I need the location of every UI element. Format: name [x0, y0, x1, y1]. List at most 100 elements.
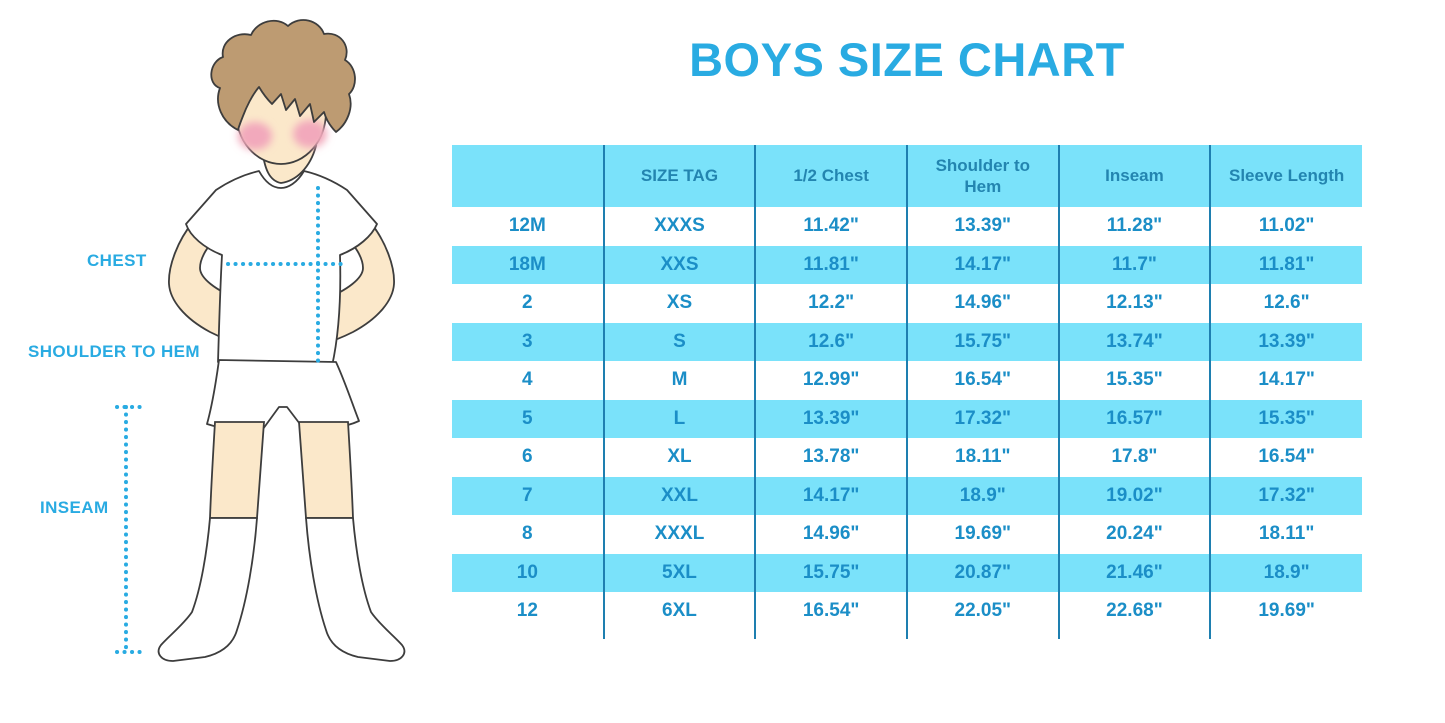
- measurement-cell: 17.32": [906, 399, 1060, 438]
- measurement-cell: 15.35": [1058, 361, 1212, 400]
- measurement-cell: 13.39": [906, 207, 1060, 246]
- table-row: 7 XXL 14.17" 18.9" 19.02" 17.32": [452, 476, 1362, 515]
- divider-overhang-cell: [603, 630, 757, 639]
- size-cell: 3: [452, 322, 605, 361]
- boy-blush-left: [238, 122, 272, 150]
- measurement-cell: 11.81": [755, 245, 908, 284]
- column-header-empty: [452, 145, 605, 207]
- measurement-cell: 16.54": [906, 361, 1060, 400]
- table-row: 5 L 13.39" 17.32" 16.57" 15.35": [452, 399, 1362, 438]
- measurement-cell: XXS: [603, 245, 757, 284]
- column-header: Inseam: [1058, 145, 1212, 207]
- shoulder-to-hem-label: SHOULDER TO HEM: [28, 342, 200, 361]
- size-cell: 18M: [452, 245, 605, 284]
- measurement-cell: XS: [603, 284, 757, 323]
- divider-overhang-cell: [755, 630, 908, 639]
- measurement-cell: 22.05": [906, 592, 1060, 631]
- table-row: 6 XL 13.78" 18.11" 17.8" 16.54": [452, 438, 1362, 477]
- measurement-cell: 14.17": [755, 476, 908, 515]
- measurement-cell: 13.74": [1058, 322, 1212, 361]
- measurement-cell: 12.2": [755, 284, 908, 323]
- column-header: Sleeve Length: [1210, 145, 1362, 207]
- divider-overhang-cell: [1058, 630, 1212, 639]
- divider-overhang-cell: [452, 630, 605, 639]
- measurement-cell: 14.96": [906, 284, 1060, 323]
- chest-label: CHEST: [87, 251, 147, 270]
- page-title: BOYS SIZE CHART: [689, 33, 1125, 86]
- measurement-cell: XL: [603, 438, 757, 477]
- size-table: SIZE TAG 1/2 Chest Shoulder to Hem Inseam Sl…: [452, 145, 1362, 639]
- measurement-cell: 18.9": [1210, 553, 1362, 592]
- size-table-divider-overhang: [452, 630, 1362, 639]
- measurement-cell: 18.11": [1258, 523, 1315, 545]
- measurement-cell: 6XL: [603, 592, 757, 631]
- measurement-cell: 14.17": [1258, 369, 1315, 391]
- measurement-cell: 16.57": [1058, 399, 1212, 438]
- boy-right-sock: [305, 517, 406, 662]
- divider-overhang-row: [452, 630, 1362, 639]
- measurement-cell: 11.81": [1210, 245, 1362, 284]
- measurement-cell: 12.99": [755, 361, 908, 400]
- measurement-cell: 13.39": [1210, 322, 1362, 361]
- divider-overhang-cell: [1210, 631, 1362, 639]
- size-cell: 8: [452, 515, 605, 554]
- boy-hair: [210, 19, 356, 133]
- measurement-cell: 12.6": [755, 322, 908, 361]
- boy-blush-right: [293, 120, 327, 148]
- table-row: 8 XXXL 14.96" 19.69" 20.24" 18.11": [452, 515, 1362, 554]
- measurement-cell: 21.46": [1058, 553, 1212, 592]
- measurement-cell: 15.75": [906, 322, 1060, 361]
- measurement-cell: 17.8": [1058, 438, 1212, 477]
- measurement-cell: 20.24": [1058, 515, 1212, 554]
- measurement-cell: 22.68": [1058, 592, 1212, 631]
- measurement-cell: 12.6": [1263, 292, 1310, 314]
- table-row: 4 M 12.99" 16.54" 15.35" 14.17": [452, 361, 1362, 400]
- boy-left-sock: [157, 517, 258, 662]
- size-table-head: SIZE TAG 1/2 Chest Shoulder to Hem Inseam Sl…: [452, 145, 1362, 207]
- boy-left-leg: [209, 421, 265, 519]
- measurement-cell: 11.42": [755, 207, 908, 246]
- inseam-label: INSEAM: [40, 498, 109, 517]
- measurement-cell: 15.35": [1210, 399, 1362, 438]
- measurement-cell: L: [603, 399, 757, 438]
- size-cell: 5: [452, 399, 605, 438]
- boy-measurement-illustration: [115, 19, 406, 662]
- boy-right-arm: [322, 220, 395, 346]
- measurement-cell: 14.17": [906, 245, 1060, 284]
- table-row: 18M XXS 11.81" 14.17" 11.7" 11.81": [452, 245, 1362, 284]
- size-cell: 12: [452, 592, 605, 631]
- boy-shorts: [206, 359, 360, 431]
- size-cell: 2: [452, 284, 605, 323]
- measurement-cell: 12.13": [1058, 284, 1212, 323]
- measurement-cell: 13.78": [755, 438, 908, 477]
- measurement-cell: M: [603, 361, 757, 400]
- measurement-cell: 18.11": [906, 438, 1060, 477]
- measurement-cell: XXL: [603, 476, 757, 515]
- measurement-cell: 19.69": [1258, 600, 1315, 622]
- measurement-cell: 20.87": [906, 553, 1060, 592]
- column-header: Shoulder to Hem: [906, 145, 1060, 207]
- measurement-cell: 16.54": [755, 592, 908, 631]
- measurement-cell: S: [603, 322, 757, 361]
- measurement-cell: 11.02": [1258, 215, 1315, 237]
- measurement-cell: 11.28": [1058, 207, 1212, 246]
- size-cell: 6: [452, 438, 605, 477]
- measurement-cell: 17.32": [1210, 476, 1362, 515]
- size-cell: 4: [452, 361, 605, 400]
- column-header: SIZE TAG: [603, 145, 757, 207]
- measurement-cell: 5XL: [603, 553, 757, 592]
- measurement-cell: 13.39": [755, 399, 908, 438]
- column-header: 1/2 Chest: [755, 145, 908, 207]
- measurement-cell: 14.96": [755, 515, 908, 554]
- table-row: 12 6XL 16.54" 22.05" 22.68" 19.69": [452, 592, 1362, 631]
- size-cell: 7: [452, 476, 605, 515]
- measurement-cell: 18.9": [906, 476, 1060, 515]
- table-row: 3 S 12.6" 15.75" 13.74" 13.39": [452, 322, 1362, 361]
- measurement-cell: 16.54": [1258, 446, 1315, 468]
- size-table-body: 12M XXXS 11.42" 13.39" 11.28" 11.02" 18M XXS 11.…: [452, 207, 1362, 631]
- measurement-cell: 15.75": [755, 553, 908, 592]
- boy-right-leg: [298, 421, 354, 519]
- boy-tshirt: [185, 170, 378, 369]
- measurement-cell: 19.69": [906, 515, 1060, 554]
